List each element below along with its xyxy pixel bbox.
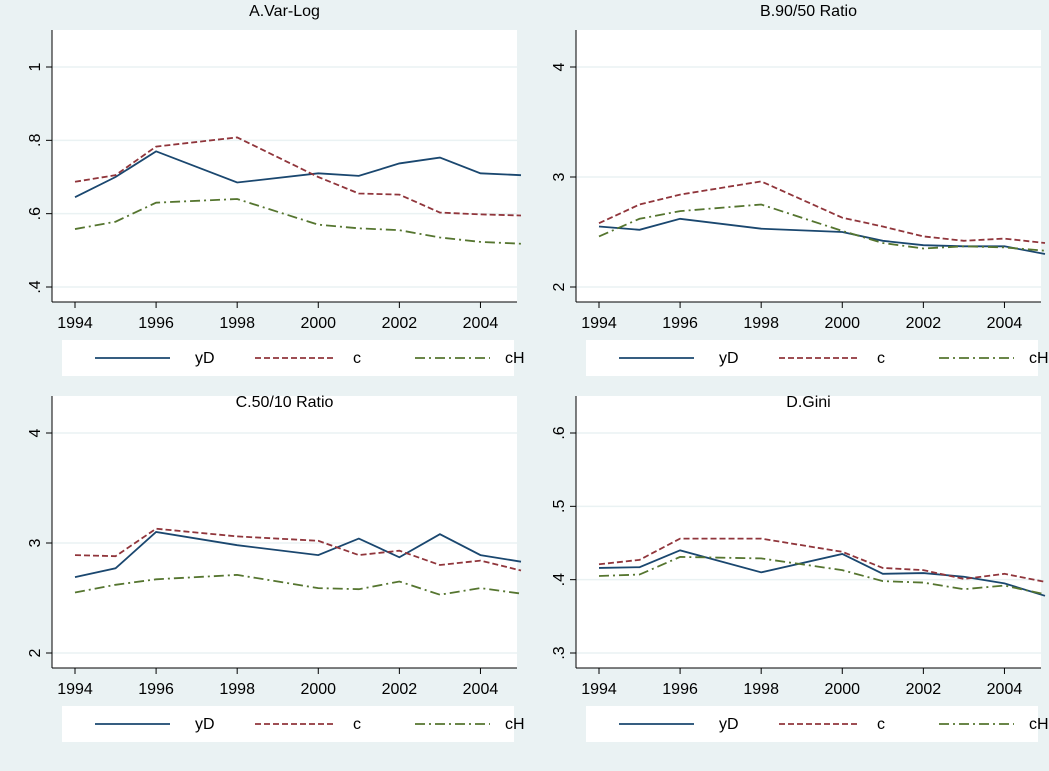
y-tick-label: .6: [27, 207, 44, 220]
x-tick-label: 2002: [382, 681, 418, 698]
series-line: [598, 203, 1046, 252]
x-tick-label: 2002: [906, 681, 942, 698]
legend-label: c: [353, 716, 361, 733]
series-line: [74, 136, 522, 217]
x-tick-label: 2002: [906, 315, 942, 332]
x-tick-label: 2000: [300, 315, 336, 332]
x-tick-label: 2000: [824, 681, 860, 698]
legend-label: cH: [1029, 350, 1049, 367]
y-tick-label: 1: [27, 62, 44, 71]
y-tick-label: .4: [27, 280, 44, 293]
series-line: [74, 531, 522, 578]
x-tick-label: 1994: [581, 315, 617, 332]
x-tick-label: 2002: [382, 315, 418, 332]
panel-title: A.Var-Log: [249, 3, 320, 20]
legend-label: cH: [1029, 716, 1049, 733]
legend-label: yD: [719, 350, 739, 367]
plot-area: [576, 396, 1041, 668]
plot-area: [576, 30, 1041, 302]
legend-label: yD: [195, 350, 215, 367]
plot-area: [52, 30, 517, 302]
series-line: [74, 573, 522, 596]
x-tick-label: 1994: [57, 315, 93, 332]
panel: D.Gini .3 .4 .5 .6 1994 1996 1998 2000 2002 2004 yD…: [551, 394, 1049, 742]
x-tick-label: 2004: [463, 315, 499, 332]
series-line: [74, 198, 522, 245]
x-tick-label: 1998: [219, 681, 255, 698]
legend-label: c: [353, 350, 361, 367]
series-line: [74, 527, 522, 572]
legend-label: c: [877, 716, 885, 733]
y-tick-label: .4: [551, 573, 568, 586]
x-tick-label: 2000: [300, 681, 336, 698]
legend-label: yD: [719, 716, 739, 733]
y-tick-label: .3: [551, 646, 568, 659]
panel-title: B.90/50 Ratio: [760, 3, 857, 20]
x-tick-label: 1998: [743, 681, 779, 698]
panel: C.50/10 Ratio 2 3 4 1994 1996 1998 2000 2002 2004…: [27, 394, 525, 742]
panel: A.Var-Log .4 .6 .8 1 1994 1996 1998 2000 2002 2004…: [27, 3, 525, 376]
y-tick-label: 2: [27, 648, 44, 657]
series-line: [598, 217, 1046, 255]
x-tick-label: 1994: [581, 681, 617, 698]
legend-label: cH: [505, 350, 525, 367]
x-tick-label: 1996: [138, 315, 174, 332]
y-tick-label: 2: [551, 282, 568, 291]
legend-label: yD: [195, 716, 215, 733]
series-line: [598, 537, 1046, 583]
panel-title: D.Gini: [786, 394, 830, 411]
y-tick-label: 3: [551, 172, 568, 181]
y-tick-label: .6: [551, 426, 568, 439]
x-tick-label: 2004: [463, 681, 499, 698]
x-tick-label: 1998: [743, 315, 779, 332]
x-tick-label: 1996: [662, 681, 698, 698]
series-line: [74, 150, 522, 198]
y-tick-label: 3: [27, 538, 44, 547]
series-line: [598, 180, 1046, 244]
series-line: [598, 549, 1046, 597]
x-tick-label: 2004: [987, 315, 1023, 332]
legend-label: c: [877, 350, 885, 367]
x-tick-label: 1998: [219, 315, 255, 332]
legend-label: cH: [505, 716, 525, 733]
y-tick-label: 4: [27, 428, 44, 437]
panel: B.90/50 Ratio 2 3 4 1994 1996 1998 2000 2002 2004…: [551, 3, 1049, 376]
x-tick-label: 1996: [138, 681, 174, 698]
x-tick-label: 1996: [662, 315, 698, 332]
x-tick-label: 2000: [824, 315, 860, 332]
y-tick-label: 4: [551, 62, 568, 71]
y-tick-label: .5: [551, 500, 568, 513]
panel-title: C.50/10 Ratio: [236, 394, 334, 411]
x-tick-label: 1994: [57, 681, 93, 698]
y-tick-label: .8: [27, 134, 44, 147]
plot-area: [52, 396, 517, 668]
x-tick-label: 2004: [987, 681, 1023, 698]
series-line: [598, 556, 1046, 596]
